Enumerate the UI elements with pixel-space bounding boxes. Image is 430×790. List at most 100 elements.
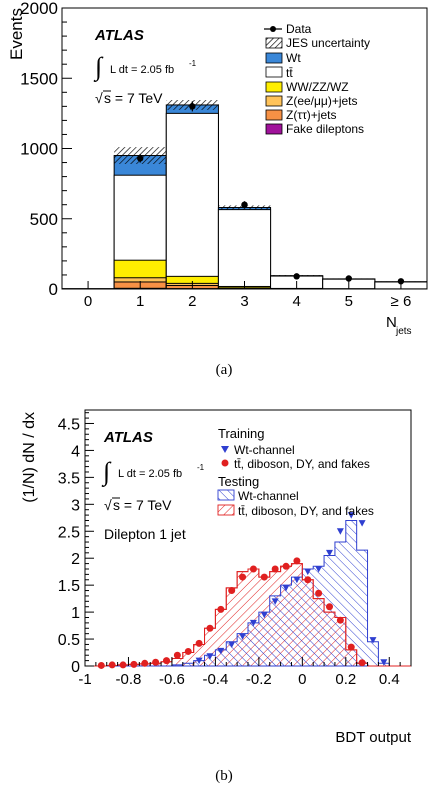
xtick-label-a-3: 3 <box>240 293 248 310</box>
bdt-y-axis-label: (1/N) dN / dx <box>21 412 38 503</box>
bdt-x-axis: -1 -0.8 -0.6 -0.4 -0.2 0 0.2 0.4 <box>78 657 412 688</box>
legend-ztautau-label: Z(ττ)+jets <box>286 108 336 122</box>
ytick-label-a-1500: 1500 <box>20 69 58 88</box>
train-wt-marker-15 <box>249 619 257 627</box>
ytick-label-a-2000: 2000 <box>20 0 58 18</box>
train-bkg-marker-14 <box>239 573 247 581</box>
bdt-lumi-label: L dt = 2.05 fb <box>118 468 182 480</box>
train-wt-marker-18 <box>282 584 290 592</box>
train-wt-marker-14 <box>239 633 247 640</box>
lumi-label-superscript: -1 <box>189 59 197 68</box>
bdt-lumi-label-superscript: -1 <box>197 463 205 472</box>
data-point-4 <box>345 275 352 282</box>
ytick-label-b-1: 0.5 <box>58 632 80 649</box>
ytick-label-a-500: 500 <box>30 210 58 229</box>
bdt-atlas-label: ATLAS <box>103 429 153 446</box>
legend-data-label: Data <box>286 22 312 36</box>
lumi-integral-symbol: ∫ <box>93 52 104 82</box>
train-bkg-marker-4 <box>130 660 138 668</box>
train-bkg-marker-22 <box>326 603 333 611</box>
train-wt-marker-21 <box>315 565 323 573</box>
train-wt-marker-12 <box>217 647 225 655</box>
legend-test-wt: Wt-channel <box>217 489 299 503</box>
bdt-y-axis: 0 0.5 1 1.5 2 2.5 3 3.5 4 4.5 <box>58 412 94 676</box>
ytick-label-a-1000: 1000 <box>20 140 58 159</box>
train-bkg-marker-17 <box>271 565 279 573</box>
data-point-1 <box>189 103 196 110</box>
legend-diboson: WW/ZZ/WZ <box>265 80 349 94</box>
bdt-energy-label: s = 7 TeV <box>113 497 172 513</box>
train-bkg-marker-24 <box>347 643 355 651</box>
train-bkg-marker-12 <box>217 605 225 613</box>
legend-diboson-label: WW/ZZ/WZ <box>286 80 349 94</box>
xtick-label-a-1: 1 <box>136 293 144 310</box>
train-bkg-marker-11 <box>206 624 214 632</box>
train-wt-marker-27 <box>380 659 388 666</box>
legend-test-bkg-label: tt̄, diboson, DY, and fakes <box>238 504 374 518</box>
xtick-label-b-1: -0.8 <box>116 671 142 688</box>
legend-testing-title: Testing <box>218 474 259 489</box>
train-bkg-marker-23 <box>336 616 344 624</box>
train-wt-marker-16 <box>260 611 268 619</box>
xtick-label-a-0: 0 <box>84 293 92 310</box>
bdt-channel-label: Dilepton 1 jet <box>104 526 186 542</box>
data-point-2 <box>241 201 248 208</box>
energy-label: s = 7 TeV <box>104 90 163 106</box>
legend-ztautau: Z(ττ)+jets <box>265 108 336 122</box>
atlas-label: ATLAS <box>94 27 144 44</box>
train-bkg-marker-6 <box>152 658 160 666</box>
legend-training-title: Training <box>218 426 264 441</box>
ytick-label-b-3: 1.5 <box>58 578 80 595</box>
train-wt-marker-25 <box>358 520 366 527</box>
train-wt-marker-26 <box>369 637 377 644</box>
xtick-label-a-4: 4 <box>292 293 300 310</box>
ytick-label-b-8: 4 <box>71 443 80 460</box>
train-bkg-marker-25 <box>358 659 366 667</box>
bdt-testing-histograms <box>85 519 411 667</box>
train-wt-marker-11 <box>206 653 214 660</box>
bdt-lumi-integral-symbol: ∫ <box>101 457 112 487</box>
legend-jes-label: JES uncertainty <box>286 36 370 50</box>
legend-train-wt: Wt-channel <box>221 443 295 457</box>
data-point-0 <box>137 155 144 162</box>
train-bkg-marker-10 <box>195 639 203 647</box>
legend-fake-label: Fake dileptons <box>286 122 364 136</box>
panel-b-label: (b) <box>215 768 233 784</box>
train-bkg-marker-20 <box>304 576 312 584</box>
train-bkg-marker-1 <box>97 661 105 669</box>
ytick-label-b-5: 2.5 <box>58 524 80 541</box>
data-points <box>137 101 405 285</box>
train-wt-marker-23 <box>336 528 344 535</box>
train-bkg-marker-15 <box>249 565 257 573</box>
legend-train-wt-label: Wt-channel <box>234 443 295 457</box>
train-bkg-marker-7 <box>163 657 170 665</box>
bar-tt-3 <box>217 209 272 290</box>
xtick-label-b-0: -1 <box>78 671 91 688</box>
legend-wt-label: Wt <box>286 51 301 65</box>
train-bkg-marker-21 <box>315 589 323 597</box>
njets-x-axis-label-subscript: jets <box>395 326 412 337</box>
xtick-label-b-7: 0.4 <box>379 671 400 688</box>
njets-x-axis-label: N <box>386 314 397 331</box>
bdt-legend: Training Wt-channel tt̄, diboson, DY, an… <box>217 426 374 518</box>
bar-tt-2 <box>165 112 219 290</box>
ytick-label-b-9: 4.5 <box>58 416 80 433</box>
train-wt-marker-19 <box>293 576 301 584</box>
train-bkg-marker-9 <box>184 647 192 655</box>
njets-y-axis-label: Events <box>7 8 26 60</box>
train-bkg-marker-18 <box>282 562 290 570</box>
xtick-label-b-3: -0.4 <box>202 671 228 688</box>
legend-train-bkg-label: tt̄, diboson, DY, and fakes <box>234 457 370 471</box>
train-bkg-marker-19 <box>293 557 301 565</box>
njets-chart: 0 500 1000 1500 2000 0 1 2 3 4 5 ≥ 6 Events N jets… <box>7 0 428 378</box>
legend-data: Data <box>264 22 312 36</box>
panel-a-label: (a) <box>216 362 233 378</box>
train-wt-marker-22 <box>326 549 333 557</box>
xtick-label-b-2: -0.6 <box>159 671 185 688</box>
ytick-label-a-0: 0 <box>49 280 58 299</box>
bdt-chart: 0 0.5 1 1.5 2 2.5 3 3.5 4 4.5 -1 -0.8 -0.6 -0.4 -0.2 0… <box>21 409 412 784</box>
train-wt-marker-13 <box>228 641 236 648</box>
train-wt-marker-17 <box>271 598 279 605</box>
train-bkg-marker-8 <box>173 651 181 659</box>
xtick-label-a-5: 5 <box>345 293 353 310</box>
